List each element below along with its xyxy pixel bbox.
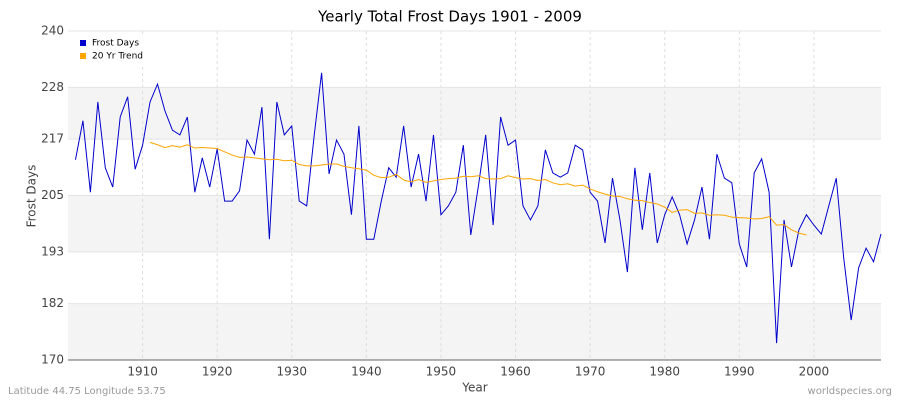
legend-box bbox=[74, 35, 166, 67]
legend-swatch bbox=[80, 40, 86, 46]
x-tick-label: 1920 bbox=[202, 365, 233, 379]
grid-band bbox=[68, 303, 881, 360]
y-tick-label: 205 bbox=[41, 188, 64, 202]
x-tick-label: 2000 bbox=[799, 365, 830, 379]
x-tick-label: 1970 bbox=[575, 365, 606, 379]
y-tick-label: 240 bbox=[41, 24, 64, 38]
footer-right: worldspecies.org bbox=[808, 386, 892, 397]
data-line bbox=[74, 72, 882, 344]
grid-band bbox=[68, 195, 881, 252]
grid-band bbox=[68, 87, 881, 140]
x-axis-label: Year bbox=[461, 381, 487, 395]
legend-swatch bbox=[80, 53, 86, 59]
data-line bbox=[149, 141, 807, 236]
y-axis-label: Frost Days bbox=[25, 165, 39, 228]
legend-label: Frost Days bbox=[92, 39, 139, 49]
x-tick-label: 1930 bbox=[276, 365, 307, 379]
x-tick-label: 1980 bbox=[649, 365, 680, 379]
x-tick-label: 1940 bbox=[351, 365, 382, 379]
legend: Frost Days 20 Yr Trend bbox=[74, 35, 166, 67]
x-tick-label: 1990 bbox=[724, 365, 755, 379]
footer-left: Latitude 44.75 Longitude 53.75 bbox=[8, 386, 166, 397]
x-tick-label: 1960 bbox=[500, 365, 531, 379]
y-tick-label: 217 bbox=[41, 132, 64, 146]
y-tick-label: 228 bbox=[41, 80, 64, 94]
legend-label: 20 Yr Trend bbox=[92, 52, 143, 62]
y-tick-label: 182 bbox=[41, 296, 64, 310]
x-tick-label: 1910 bbox=[127, 365, 158, 379]
chart-title: Yearly Total Frost Days 1901 - 2009 bbox=[317, 8, 582, 26]
y-tick-label: 193 bbox=[41, 244, 64, 258]
x-tick-label: 1950 bbox=[426, 365, 457, 379]
y-tick-label: 170 bbox=[41, 353, 64, 367]
